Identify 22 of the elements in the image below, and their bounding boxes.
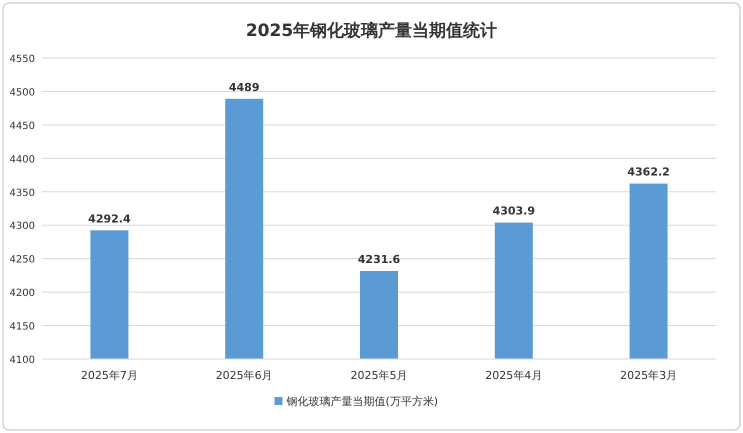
x-tick-label: 2025年3月 [620, 369, 678, 382]
y-tick-label: 4300 [10, 221, 35, 232]
y-tick-label: 4150 [10, 322, 35, 333]
y-tick-label: 4350 [10, 188, 35, 199]
x-tick-label: 2025年5月 [350, 369, 408, 382]
y-tick-label: 4200 [10, 288, 35, 300]
legend-label: 钢化玻璃产量当期值(万平方米) [286, 395, 438, 408]
data-label: 4231.6 [358, 252, 401, 266]
x-tick-label: 2025年6月 [216, 369, 273, 382]
x-tick-label: 2025年4月 [485, 369, 542, 382]
y-tick-label: 4400 [10, 154, 35, 166]
x-tick-label: 2025年7月 [80, 369, 138, 382]
data-label: 4489 [228, 80, 260, 94]
data-label: 4292.4 [88, 212, 131, 226]
data-label: 4303.9 [492, 204, 536, 218]
y-tick-label: 4550 [10, 54, 35, 65]
data-label: 4362.2 [627, 166, 670, 179]
chart-title: 2025年钢化玻璃产量当期值统计 [246, 21, 498, 41]
y-tick-label: 4500 [10, 87, 35, 98]
y-tick-label: 4450 [10, 120, 35, 132]
y-tick-label: 4100 [10, 355, 35, 366]
y-tick-label: 4250 [10, 254, 35, 266]
